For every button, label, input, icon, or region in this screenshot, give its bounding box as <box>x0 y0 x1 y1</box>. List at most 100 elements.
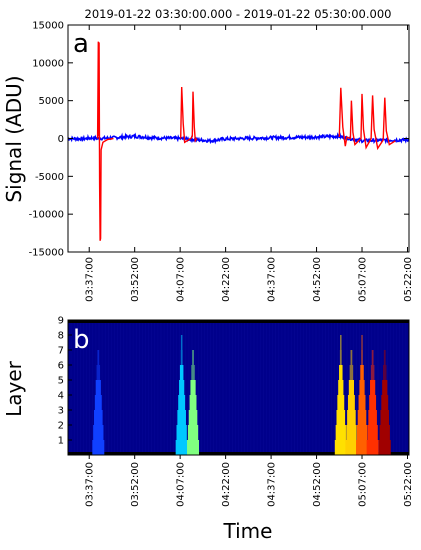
heatmap-event-0-layer-4 <box>94 395 102 410</box>
heatmap-event-5-layer-5 <box>359 380 365 395</box>
heatmap-event-5-layer-3 <box>357 410 367 425</box>
heatmap-event-7-layer-5 <box>382 380 388 395</box>
heatmap-event-6-layer-1 <box>366 440 379 455</box>
ytick-label: -5000 <box>35 172 64 183</box>
ytick-label: 5 <box>58 376 64 387</box>
heatmap-event-0-layer-7 <box>97 350 100 365</box>
xtick-label: 04:07:00 <box>176 257 187 302</box>
heatmap-event-4-layer-5 <box>348 380 355 395</box>
heatmap-event-5-layer-1 <box>356 440 369 455</box>
heatmap-event-3-layer-3 <box>336 410 346 425</box>
xtick-label: 03:52:00 <box>130 257 141 302</box>
xtick-label: 05:07:00 <box>358 257 369 302</box>
xtick-label: 04:07:00 <box>176 462 187 507</box>
chart-b-xlabel: Time <box>223 519 273 543</box>
heatmap-event-4-layer-7 <box>350 350 353 365</box>
chart-a-panel-label: a <box>73 29 89 59</box>
chart-b-ylabel: Layer <box>2 360 26 417</box>
heatmap-event-2-layer-6 <box>191 365 195 380</box>
heatmap-event-3-layer-7 <box>339 350 342 365</box>
ytick-label: 10000 <box>32 58 64 69</box>
heatmap-event-2-layer-4 <box>189 395 197 410</box>
heatmap-event-4-layer-3 <box>347 410 356 425</box>
ytick-label: 4 <box>58 391 64 402</box>
heatmap-event-4-layer-6 <box>349 365 354 380</box>
series-red-line-1 <box>180 86 198 144</box>
chart-a-frame <box>67 24 410 253</box>
heatmap-event-2-layer-1 <box>187 440 200 455</box>
heatmap-event-5-layer-6 <box>360 365 364 380</box>
heatmap-event-0-layer-3 <box>94 410 103 425</box>
heatmap-event-6-layer-2 <box>367 425 378 440</box>
xtick-label: 03:37:00 <box>85 462 96 507</box>
xtick-label: 05:07:00 <box>358 462 369 507</box>
xtick-label: 04:37:00 <box>267 462 278 507</box>
heatmap-event-6-layer-3 <box>368 410 377 425</box>
heatmap-event-4-layer-4 <box>347 395 355 410</box>
series-blue-line <box>67 132 410 145</box>
ytick-label: 8 <box>58 331 64 342</box>
heatmap-event-7-layer-3 <box>380 410 390 425</box>
heatmap-event-3-layer-2 <box>335 425 346 440</box>
heatmap-event-3-layer-8 <box>340 335 342 350</box>
xtick-label: 03:37:00 <box>85 257 96 302</box>
ytick-label: 5000 <box>39 96 64 107</box>
xtick-label: 03:52:00 <box>130 462 141 507</box>
chart-b-panel-label: b <box>73 325 90 355</box>
heatmap-event-2-layer-2 <box>187 425 199 440</box>
heatmap-event-6-layer-7 <box>371 350 374 365</box>
xtick-label: 04:52:00 <box>312 257 323 302</box>
ytick-label: -15000 <box>29 248 64 259</box>
heatmap-bottom-band <box>68 452 409 455</box>
xtick-label: 04:52:00 <box>312 462 323 507</box>
heatmap-event-2-layer-5 <box>190 380 196 395</box>
ytick-label: 6 <box>58 361 64 372</box>
heatmap-event-1-layer-4 <box>178 395 186 410</box>
heatmap-event-3-layer-6 <box>339 365 343 380</box>
chart-a-title: 2019-01-22 03:30:00.000 - 2019-01-22 05:… <box>85 7 392 21</box>
heatmap-event-0-layer-1 <box>92 440 105 455</box>
heatmap-event-1-layer-2 <box>176 425 187 440</box>
series-red-line-2 <box>338 87 396 151</box>
heatmap-event-1-layer-6 <box>179 365 184 380</box>
chart-a-plot: -15000 -10000 -5000 0 5000 10000 15000 03:37:00… <box>29 21 414 302</box>
heatmap-event-1-layer-5 <box>179 380 185 395</box>
ytick-label: 2 <box>58 421 64 432</box>
chart-b-frame <box>67 319 410 456</box>
xtick-label: 04:22:00 <box>221 462 232 507</box>
heatmap-top-band <box>68 320 409 323</box>
xtick-label: 05:22:00 <box>403 257 414 302</box>
ytick-label: 7 <box>58 346 64 357</box>
heatmap-event-2-layer-7 <box>192 350 194 365</box>
chart-a-ylabel: Signal (ADU) <box>2 75 26 202</box>
xtick-label: 05:22:00 <box>403 462 414 507</box>
ytick-label: 15000 <box>32 21 64 32</box>
heatmap-event-4-layer-2 <box>346 425 357 440</box>
ytick-label: -10000 <box>29 210 64 221</box>
heatmap-event-5-layer-4 <box>358 395 366 410</box>
heatmap-event-1-layer-3 <box>177 410 186 425</box>
heatmap-event-6-layer-4 <box>369 395 377 410</box>
heatmap-event-1-layer-7 <box>180 350 183 365</box>
heatmap-event-5-layer-2 <box>356 425 368 440</box>
heatmap-event-3-layer-4 <box>337 395 345 410</box>
heatmap-event-6-layer-5 <box>370 380 376 395</box>
ytick-label: 0 <box>58 134 64 145</box>
heatmap-event-0-layer-2 <box>93 425 104 440</box>
heatmap-event-1-layer-8 <box>180 335 183 350</box>
heatmap-event-3-layer-1 <box>334 440 347 455</box>
heatmap-event-3-layer-5 <box>338 380 344 395</box>
series-red-line-0 <box>96 41 114 241</box>
chart-b-plot: 1 2 3 4 5 6 7 8 9 03:37:00 03:52:00 04:07:00 04:22:0… <box>58 316 414 507</box>
heatmap-event-0-layer-6 <box>96 365 101 380</box>
heatmap-event-1-layer-1 <box>175 440 188 455</box>
heatmap-event-7-layer-1 <box>378 440 391 455</box>
heatmap-event-7-layer-7 <box>383 350 386 365</box>
ytick-label: 1 <box>58 436 64 447</box>
heatmap-event-0-layer-5 <box>95 380 101 395</box>
heatmap-event-7-layer-2 <box>379 425 390 440</box>
heatmap-event-2-layer-3 <box>188 410 198 425</box>
heatmap-event-5-layer-8 <box>361 335 363 350</box>
heatmap-event-6-layer-6 <box>370 365 375 380</box>
